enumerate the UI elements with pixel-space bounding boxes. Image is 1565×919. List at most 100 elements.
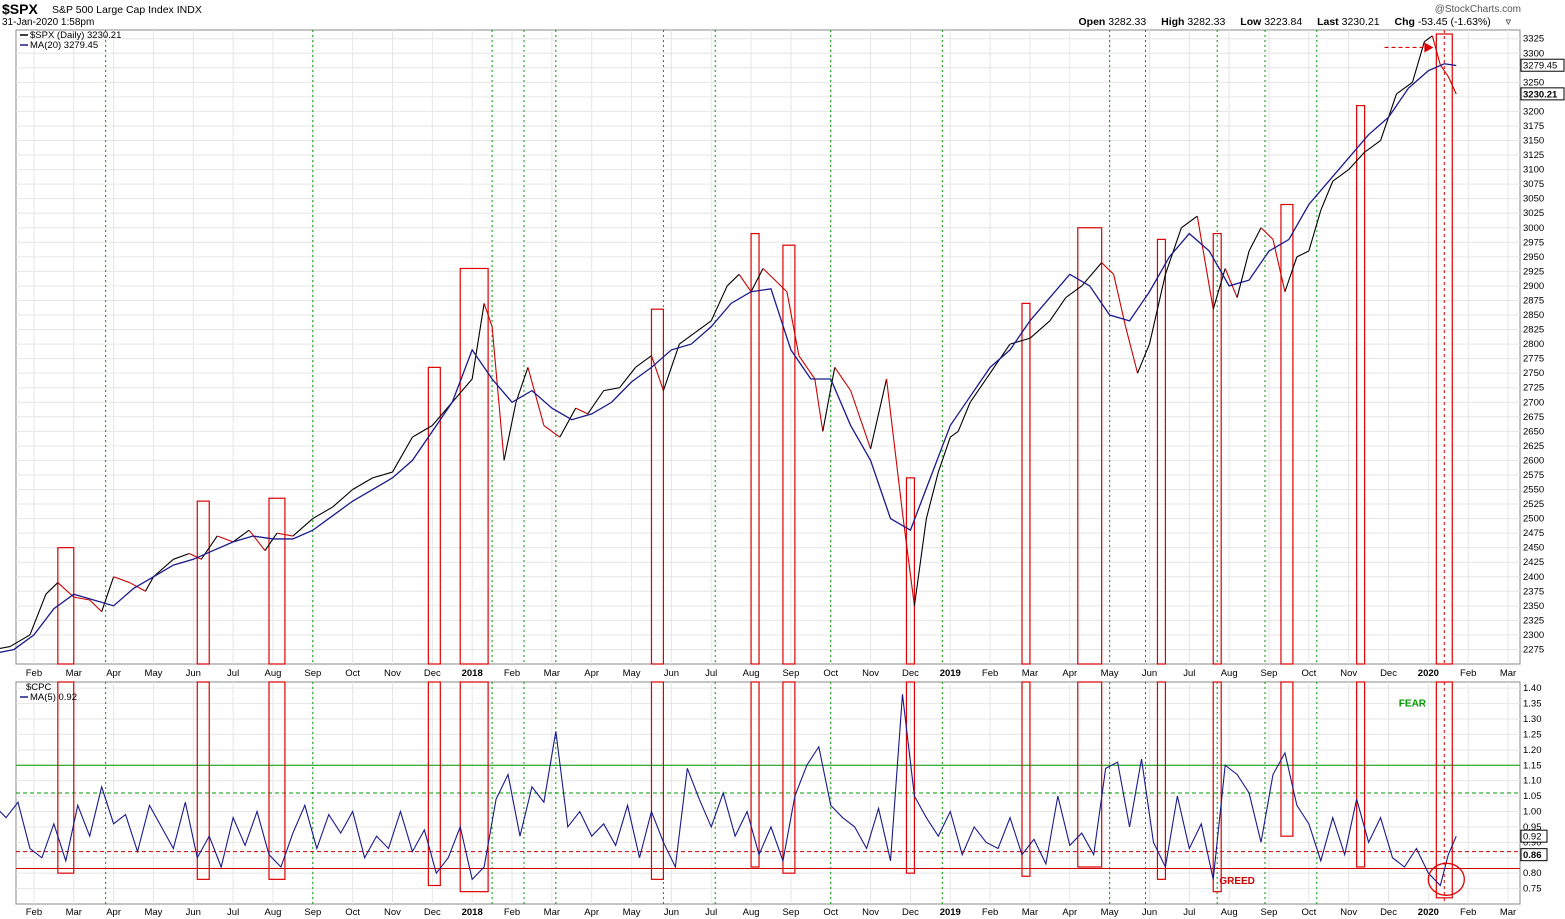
price-x-tick-label: Apr — [106, 668, 121, 679]
indicator-x-tick-label: Nov — [384, 907, 401, 918]
spx-price-segment — [1248, 227, 1262, 252]
spx-price-segment — [129, 582, 146, 592]
spx-price-segment — [750, 268, 764, 292]
spx-price-segment — [679, 332, 696, 345]
spx-price-segment — [925, 471, 939, 519]
indicator-x-tick-label: 2020 — [1418, 907, 1439, 918]
spx-price-segment — [694, 320, 712, 333]
indicator-x-tick-label: Sep — [304, 907, 321, 918]
exchange-label: INDX — [176, 4, 202, 16]
highlight-box-indicator — [1356, 681, 1366, 868]
highlight-box-price — [650, 308, 665, 665]
indicator-x-tick-label: Jun — [186, 907, 201, 918]
price-y-tick-label: 2650 — [1523, 426, 1544, 437]
spx-price-segment — [738, 273, 752, 293]
spx-price-segment — [913, 518, 927, 606]
spx-price-segment — [73, 596, 90, 601]
highlight-box-indicator — [650, 681, 665, 880]
highlight-box-price — [459, 267, 489, 665]
chg-value: -53.45 (-1.63%) — [1417, 16, 1491, 28]
price-x-tick-label: Jul — [227, 668, 239, 679]
price-x-tick-label: Mar — [1500, 668, 1516, 679]
indicator-x-tick-label: Mar — [1500, 907, 1516, 918]
spx-price-segment — [352, 477, 373, 490]
highlight-box-price — [268, 497, 286, 665]
price-y-tick-label: 2350 — [1523, 601, 1544, 612]
ohlc-readout: Open 3282.33 High 3282.33 Low 3223.84 La… — [1078, 16, 1517, 28]
brand-label[interactable]: @StockCharts.com — [1434, 4, 1521, 15]
price-x-tick-label: May — [623, 668, 641, 679]
chevron-down-icon[interactable]: ▿ — [1505, 16, 1511, 28]
price-y-tick-label: 2550 — [1523, 485, 1544, 496]
spx-price-segment — [276, 532, 293, 537]
indicator-x-tick-label: Mar — [1022, 907, 1038, 918]
spx-price-segment — [113, 576, 130, 584]
price-x-tick-label: Jun — [186, 668, 201, 679]
spx-price-segment — [451, 378, 473, 403]
indicator-x-tick-label: Jul — [1183, 907, 1195, 918]
price-y-tick-label: 3050 — [1523, 194, 1544, 205]
highlight-box-indicator — [1077, 681, 1103, 868]
highlight-box-indicator — [1021, 681, 1031, 877]
indicator-y-tick-label: 1.25 — [1523, 729, 1542, 740]
price-value-flag — [1520, 58, 1565, 72]
spx-price-segment — [726, 273, 740, 287]
indicator-x-tick-label: Jul — [227, 907, 239, 918]
spx-price-segment — [101, 576, 115, 612]
price-y-tick-label: 2775 — [1523, 354, 1544, 365]
spx-price-segment — [0, 646, 11, 649]
price-x-tick-label: Oct — [345, 668, 360, 679]
indicator-x-tick-label: Aug — [265, 907, 282, 918]
spx-price-segment — [471, 303, 485, 380]
indicator-y-tick-label: 1.20 — [1523, 745, 1542, 756]
indicator-x-tick-label: Aug — [743, 907, 760, 918]
price-y-tick-label: 2325 — [1523, 615, 1544, 626]
spx-price-segment — [527, 367, 545, 426]
highlight-box-indicator — [427, 681, 441, 887]
index-name: S&P 500 Large Cap Index — [52, 4, 174, 16]
spx-price-segment — [575, 407, 588, 415]
cpc-trough-circle — [1427, 862, 1465, 896]
cpc-ma5-line — [0, 694, 1457, 887]
price-x-tick-label: Jul — [1183, 668, 1195, 679]
indicator-y-tick-label: 1.35 — [1523, 699, 1542, 710]
spx-price-segment — [798, 355, 816, 380]
low-label: Low — [1240, 16, 1262, 28]
highlight-box-price — [905, 477, 916, 665]
price-x-tick-label: Nov — [384, 668, 401, 679]
highlight-box-indicator — [1156, 681, 1167, 880]
spx-price-segment — [292, 518, 314, 537]
spx-price-segment — [587, 390, 605, 415]
indicator-x-tick-label: Nov — [862, 907, 879, 918]
spx-price-segment — [483, 303, 493, 327]
indicator-x-tick-label: Jul — [705, 907, 717, 918]
spx-price-segment — [1236, 250, 1250, 298]
spx-price-segment — [635, 355, 652, 368]
indicator-x-tick-label: May — [1101, 907, 1119, 918]
indicator-x-tick-label: Oct — [823, 907, 838, 918]
indicator-x-tick-label: May — [144, 907, 162, 918]
spx-price-segment — [619, 367, 636, 389]
spx-price-segment — [885, 378, 904, 513]
price-x-tick-label: Oct — [1301, 668, 1316, 679]
low-value: 3223.84 — [1264, 16, 1303, 28]
price-y-tick-label: 3075 — [1523, 179, 1544, 190]
price-y-tick-label: 3250 — [1523, 77, 1544, 88]
price-y-tick-label: 2275 — [1523, 644, 1544, 655]
spx-price-segment — [217, 535, 234, 543]
highlight-box-price — [1156, 238, 1167, 665]
price-y-tick-label: 2850 — [1523, 310, 1544, 321]
price-x-tick-label: Sep — [1261, 668, 1278, 679]
chart-date: 31-Jan-2020 1:58pm — [2, 17, 95, 28]
spx-price-segment — [822, 367, 836, 432]
price-y-tick-label: 3200 — [1523, 106, 1544, 117]
spx-price-segment — [1348, 151, 1366, 170]
price-y-tick-label: 2375 — [1523, 586, 1544, 597]
spx-price-segment — [957, 402, 971, 432]
price-x-tick-label: 2018 — [462, 668, 483, 679]
price-y-tick-label: 2700 — [1523, 397, 1544, 408]
price-x-tick-label: Apr — [584, 668, 599, 679]
highlight-box-indicator — [268, 681, 286, 880]
arrow-head-icon — [1424, 42, 1434, 53]
